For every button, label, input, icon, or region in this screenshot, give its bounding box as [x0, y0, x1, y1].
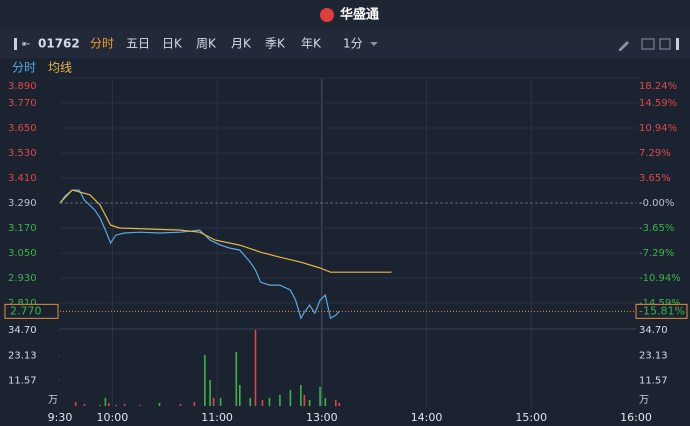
volume-bar [99, 404, 101, 406]
volume-bar [249, 397, 252, 406]
app-title: 华盛通 [340, 7, 379, 23]
volume-bar [204, 354, 206, 406]
volume-bar [179, 404, 182, 406]
x-tick-label: 16:00 [620, 411, 652, 424]
volume-bar [303, 395, 306, 406]
y-tick-label: 3.530 [8, 148, 37, 159]
last-change-box [635, 303, 688, 319]
volume-tick-label: 23.13 [8, 350, 37, 361]
last-price-label: 2.770 [10, 304, 42, 317]
x-tick-label: 13:00 [306, 411, 338, 424]
volume-bar [254, 330, 257, 406]
volume-bar [193, 402, 196, 406]
last-price-box [4, 303, 59, 319]
price-line [59, 189, 392, 273]
volume-bar [123, 404, 126, 406]
volume-bar [219, 397, 222, 406]
x-tick-label: 10:00 [97, 411, 129, 424]
y-tick-label: 3.170 [8, 223, 37, 234]
volume-bar [238, 384, 241, 406]
volume-bar [209, 379, 211, 406]
volume-bar [108, 402, 110, 406]
volume-bar [338, 402, 341, 406]
volume-bar [334, 400, 337, 406]
price-line [59, 189, 340, 320]
volume-bar [212, 397, 215, 406]
y2-tick-label: -0.00% [639, 198, 674, 209]
toolbar [0, 30, 690, 58]
volume-bar [268, 397, 271, 406]
draw-icon[interactable] [619, 41, 629, 51]
volume-bar [83, 404, 86, 406]
tab[interactable]: 五日 [126, 37, 150, 51]
tab[interactable]: 季K [265, 37, 286, 51]
tab[interactable]: 日K [162, 37, 183, 51]
y2-tick-label: 7.29% [639, 148, 671, 159]
y-tick-label: 3.290 [8, 198, 37, 209]
y2-tick-label: -10.94% [639, 273, 681, 284]
y-tick-label: 3.050 [8, 248, 37, 259]
x-tick-label: 14:00 [411, 411, 443, 424]
volume-bar [300, 384, 302, 406]
volume-bar [261, 400, 264, 406]
interval-arrow[interactable] [370, 42, 378, 46]
header-bar [0, 0, 690, 30]
y2-tick-label: 10.94% [639, 123, 677, 134]
volume-unit: 万 [48, 395, 58, 406]
volume-bar [319, 386, 321, 406]
legend-price: 分时 [12, 61, 36, 75]
volume-unit-right: 万 [639, 395, 649, 406]
tab[interactable]: 月K [231, 37, 252, 51]
y2-tick-label: -7.29% [639, 248, 674, 259]
volume-tick-label: 11.57 [8, 376, 37, 387]
volume-tick-label-right: 34.70 [639, 325, 668, 336]
volume-bar [235, 351, 238, 406]
volume-bar [115, 404, 117, 406]
tab[interactable]: 分时 [90, 37, 114, 51]
tab[interactable]: 周K [196, 37, 217, 51]
volume-tick-label-right: 11.57 [639, 376, 668, 387]
volume-bar [324, 397, 327, 406]
interval[interactable]: 1分 [343, 37, 363, 51]
y-tick-label: 3.770 [8, 98, 37, 109]
collapse-icon[interactable] [14, 38, 17, 50]
window-icon[interactable] [659, 38, 671, 50]
volume-bar [308, 400, 311, 406]
y2-tick-label: 18.24% [639, 81, 677, 92]
volume-bar [158, 402, 161, 406]
last-change-label: -15.81% [639, 304, 685, 317]
x-tick-label: 9:30 [48, 411, 73, 424]
y2-tick-label: -14.59% [639, 298, 681, 309]
x-tick-label: 11:00 [201, 411, 233, 424]
collapse-arrow[interactable]: ⇤ [22, 39, 30, 50]
y-tick-label: 2.810 [8, 298, 37, 309]
side-icon[interactable] [676, 38, 679, 50]
y2-tick-label: 3.65% [639, 173, 671, 184]
y2-tick-label: -3.65% [639, 223, 674, 234]
stock-code: 01762 [38, 37, 80, 51]
volume-bar [279, 395, 281, 406]
y-tick-label: 3.890 [8, 81, 37, 92]
volume-bar [289, 390, 292, 406]
y2-tick-label: 14.59% [639, 98, 677, 109]
plot-frame [60, 78, 636, 406]
volume-bar [104, 397, 107, 406]
y-tick-label: 3.650 [8, 123, 37, 134]
x-tick-label: 15:00 [515, 411, 547, 424]
y-tick-label: 3.410 [8, 173, 37, 184]
volume-bar [74, 402, 77, 406]
tab[interactable]: 年K [301, 37, 322, 51]
logo-icon [320, 8, 334, 22]
volume-tick-label-right: 23.13 [639, 350, 668, 361]
volume-tick-label: 34.70 [8, 325, 37, 336]
expand-icon[interactable] [641, 38, 655, 50]
legend-avg: 均线 [48, 61, 72, 75]
y-tick-label: 2.930 [8, 273, 37, 284]
volume-bar [139, 404, 142, 406]
